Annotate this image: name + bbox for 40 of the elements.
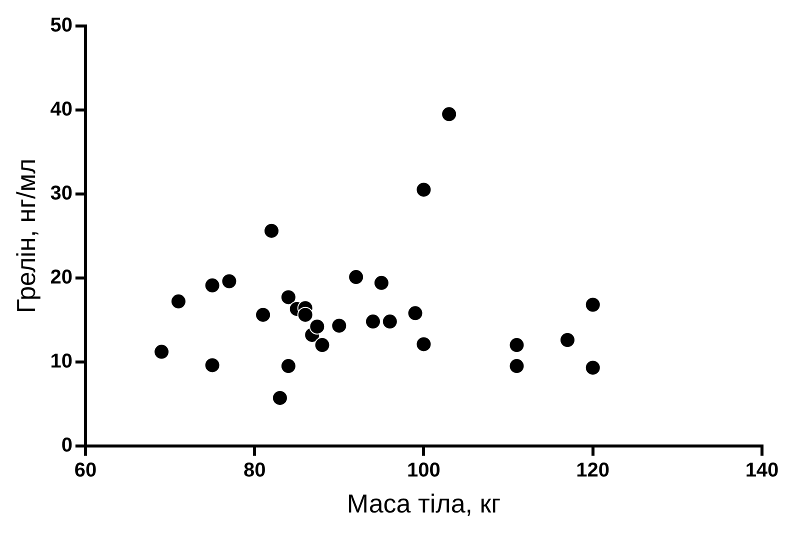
point [297,306,314,323]
point [441,106,458,122]
point [255,306,272,323]
x-tick-label: 120 [576,459,610,482]
point [364,314,381,330]
y-tick-label: 20 [50,266,72,288]
x-tick-label: 80 [243,459,266,482]
point [170,293,186,310]
point [559,332,576,348]
point [280,289,296,306]
y-tick-label: 0 [61,434,72,456]
point [204,357,220,374]
x-tick-label: 60 [74,459,97,482]
point [508,358,525,374]
point [204,277,220,294]
point [221,273,238,290]
x-tick-label: 140 [745,459,779,482]
y-tick-label: 10 [50,350,72,372]
point [348,269,364,286]
point [584,360,601,376]
point [331,318,348,334]
y-axis-title: Грелін, нг/мл [10,158,41,314]
y-tick-label: 30 [50,182,72,204]
x-axis-title: Маса тіла, кг [346,488,501,519]
point [309,318,326,335]
point [584,296,601,313]
point [416,336,432,352]
point [264,222,280,239]
x-tick-label: 100 [407,459,440,482]
y-tick-label: 50 [50,14,72,37]
point [280,358,296,374]
point [314,337,330,354]
point [508,337,525,354]
point [272,390,288,406]
y-tick-label: 40 [50,98,72,120]
point [154,344,170,360]
point [416,182,432,198]
point [373,274,390,291]
point [407,305,424,322]
point [382,314,398,330]
